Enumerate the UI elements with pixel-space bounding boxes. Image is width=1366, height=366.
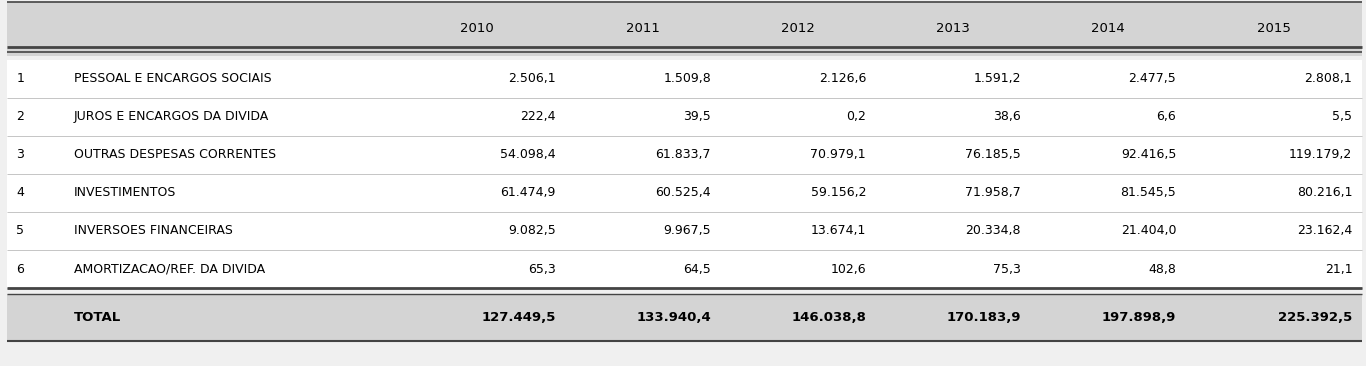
Text: 71.958,7: 71.958,7 <box>966 186 1022 199</box>
Text: 38,6: 38,6 <box>993 110 1022 123</box>
Bar <box>7 250 1362 288</box>
Text: 1: 1 <box>16 72 25 85</box>
Text: 6,6: 6,6 <box>1157 110 1176 123</box>
Text: 61.833,7: 61.833,7 <box>656 148 710 161</box>
Text: 21,1: 21,1 <box>1325 262 1352 276</box>
Text: 1.509,8: 1.509,8 <box>663 72 710 85</box>
Text: PESSOAL E ENCARGOS SOCIAIS: PESSOAL E ENCARGOS SOCIAIS <box>74 72 272 85</box>
Text: 4: 4 <box>16 186 25 199</box>
Text: 225.392,5: 225.392,5 <box>1279 311 1352 324</box>
Text: 64,5: 64,5 <box>683 262 710 276</box>
Text: JUROS E ENCARGOS DA DIVIDA: JUROS E ENCARGOS DA DIVIDA <box>74 110 269 123</box>
Text: 3: 3 <box>16 148 25 161</box>
Bar <box>7 174 1362 212</box>
Text: 92.416,5: 92.416,5 <box>1121 148 1176 161</box>
Bar <box>7 98 1362 136</box>
Bar <box>7 212 1362 250</box>
Text: 76.185,5: 76.185,5 <box>966 148 1022 161</box>
Text: 102,6: 102,6 <box>831 262 866 276</box>
Text: 20.334,8: 20.334,8 <box>966 224 1022 238</box>
Bar <box>7 2 1362 56</box>
Text: 197.898,9: 197.898,9 <box>1102 311 1176 324</box>
Text: OUTRAS DESPESAS CORRENTES: OUTRAS DESPESAS CORRENTES <box>74 148 276 161</box>
Text: 5,5: 5,5 <box>1332 110 1352 123</box>
Text: INVESTIMENTOS: INVESTIMENTOS <box>74 186 176 199</box>
Text: INVERSOES FINANCEIRAS: INVERSOES FINANCEIRAS <box>74 224 232 238</box>
Text: 80.216,1: 80.216,1 <box>1296 186 1352 199</box>
Text: 39,5: 39,5 <box>683 110 710 123</box>
Text: TOTAL: TOTAL <box>74 311 120 324</box>
Text: 2: 2 <box>16 110 25 123</box>
Text: 2.477,5: 2.477,5 <box>1128 72 1176 85</box>
Text: 60.525,4: 60.525,4 <box>656 186 710 199</box>
Text: 127.449,5: 127.449,5 <box>481 311 556 324</box>
Text: 23.162,4: 23.162,4 <box>1298 224 1352 238</box>
Text: 2.808,1: 2.808,1 <box>1305 72 1352 85</box>
Text: 6: 6 <box>16 262 25 276</box>
Text: 59.156,2: 59.156,2 <box>810 186 866 199</box>
Text: 81.545,5: 81.545,5 <box>1120 186 1176 199</box>
Text: 2.506,1: 2.506,1 <box>508 72 556 85</box>
Text: 2.126,6: 2.126,6 <box>818 72 866 85</box>
Text: 2012: 2012 <box>781 22 816 36</box>
Text: 2011: 2011 <box>626 22 660 36</box>
Text: 61.474,9: 61.474,9 <box>500 186 556 199</box>
Text: 119.179,2: 119.179,2 <box>1290 148 1352 161</box>
Text: 13.674,1: 13.674,1 <box>810 224 866 238</box>
Text: 146.038,8: 146.038,8 <box>791 311 866 324</box>
Text: 222,4: 222,4 <box>520 110 556 123</box>
Text: 54.098,4: 54.098,4 <box>500 148 556 161</box>
Text: 21.404,0: 21.404,0 <box>1120 224 1176 238</box>
Text: 48,8: 48,8 <box>1149 262 1176 276</box>
Text: 70.979,1: 70.979,1 <box>810 148 866 161</box>
Text: 0,2: 0,2 <box>846 110 866 123</box>
Text: 1.591,2: 1.591,2 <box>974 72 1022 85</box>
Text: 2013: 2013 <box>936 22 970 36</box>
Bar <box>7 294 1362 341</box>
Text: 5: 5 <box>16 224 25 238</box>
Text: 2014: 2014 <box>1091 22 1126 36</box>
Bar <box>7 136 1362 174</box>
Text: 75,3: 75,3 <box>993 262 1022 276</box>
Text: 9.082,5: 9.082,5 <box>508 224 556 238</box>
Text: 170.183,9: 170.183,9 <box>947 311 1022 324</box>
Text: 2015: 2015 <box>1257 22 1291 36</box>
Text: 65,3: 65,3 <box>529 262 556 276</box>
Bar <box>7 60 1362 98</box>
Text: 133.940,4: 133.940,4 <box>637 311 710 324</box>
Text: AMORTIZACAO/REF. DA DIVIDA: AMORTIZACAO/REF. DA DIVIDA <box>74 262 265 276</box>
Text: 2010: 2010 <box>460 22 493 36</box>
Text: 9.967,5: 9.967,5 <box>664 224 710 238</box>
